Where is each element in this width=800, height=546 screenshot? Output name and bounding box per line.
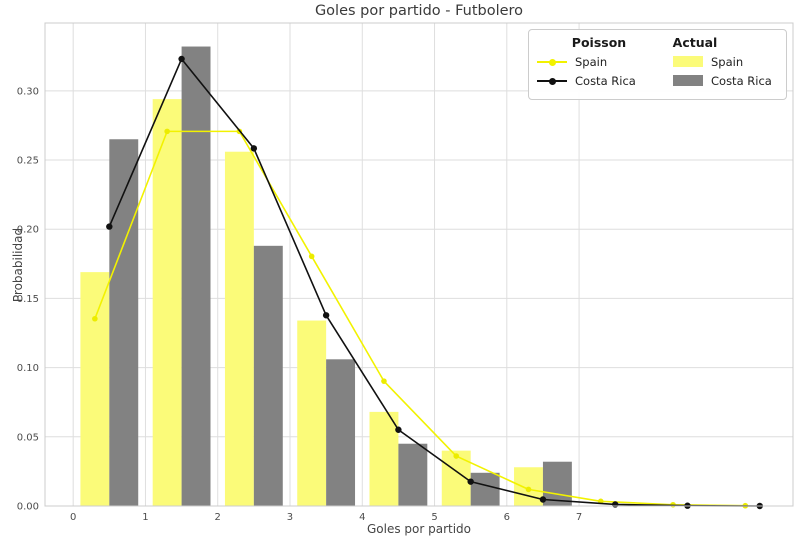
bar-actual-spain-2 [224,151,254,506]
plot-border [44,22,794,507]
line-poisson-costa-rica-marker-2 [250,145,258,152]
chart-title: Goles por partido - Futbolero [314,3,524,19]
x-tick-label-7: 7 [576,512,582,523]
y-tick-label-0.25: 0.25 [17,156,39,167]
x-tick-label-4: 4 [359,512,365,523]
legend-line-costa-rica-icon [537,77,567,85]
line-poisson-spain-marker-4 [381,378,387,384]
bar-actual-costa-rica-0 [109,139,139,507]
line-poisson-spain [94,130,746,507]
line-poisson-costa-rica-marker-5 [467,478,474,485]
line-poisson-costa-rica-marker-4 [395,426,402,433]
line-poisson-spain-marker-6 [525,486,532,493]
bar-actual-spain-1 [152,99,182,506]
y-tick-label-0.15: 0.15 [17,294,39,305]
bar-actual-spain-4 [369,411,399,506]
legend-label-actual-spain: Spain [711,55,744,69]
line-poisson-spain-marker-0 [92,315,98,322]
line-poisson-costa-rica-marker-0 [106,223,113,230]
line-poisson-spain-marker-5 [453,453,460,459]
bar-actual-spain-3 [297,320,327,506]
bar-actual-costa-rica-6 [542,461,572,506]
line-poisson-spain-marker-1 [164,128,170,135]
legend-header-poisson: Poisson [571,35,627,50]
y-tick-label-0.30: 0.30 [17,86,39,97]
legend-label-poisson-costa-rica: Costa Rica [575,74,636,88]
legend-line-spain-icon [537,58,567,66]
y-tick-label-0.10: 0.10 [17,363,39,374]
line-poisson-spain-marker-3 [308,253,315,260]
bar-actual-costa-rica-2 [253,245,283,506]
legend-line-spain-marker-icon [549,58,556,66]
bar-actual-costa-rica-5 [470,472,500,506]
x-axis-label: Goles por partido [366,522,472,536]
y-axis-label: Probabilidad [11,227,25,303]
x-tick-label-3: 3 [287,512,293,523]
legend-line-costa-rica-marker-icon [549,77,556,85]
line-poisson-costa-rica [108,58,760,507]
legend-swatch-spain-icon [673,56,703,67]
x-tick-label-5: 5 [431,512,437,523]
legend: Poisson Actual Spain Costa Rica Spain Co… [528,29,787,100]
bar-actual-costa-rica-4 [398,443,428,506]
line-poisson-costa-rica-marker-1 [178,55,185,63]
x-tick-label-1: 1 [142,512,148,523]
y-tick-label-0.05: 0.05 [17,432,39,443]
line-poisson-costa-rica-marker-6 [539,496,547,503]
line-poisson-costa-rica-marker-7 [612,501,619,508]
line-poisson-costa-rica-marker-3 [322,312,330,319]
bar-actual-costa-rica-3 [326,359,356,506]
legend-label-actual-costa-rica: Costa Rica [711,74,772,88]
y-tick-label-0.00: 0.00 [17,502,39,513]
x-tick-label-6: 6 [504,512,510,523]
bar-actual-spain-0 [80,272,110,506]
legend-label-poisson-spain: Spain [575,55,608,69]
y-tick-label-0.20: 0.20 [17,225,39,236]
legend-header-actual: Actual [672,35,718,50]
x-tick-label-0: 0 [70,512,76,523]
bar-actual-costa-rica-1 [181,46,211,506]
x-tick-label-2: 2 [215,512,221,523]
legend-swatch-costa-rica-icon [673,75,703,86]
